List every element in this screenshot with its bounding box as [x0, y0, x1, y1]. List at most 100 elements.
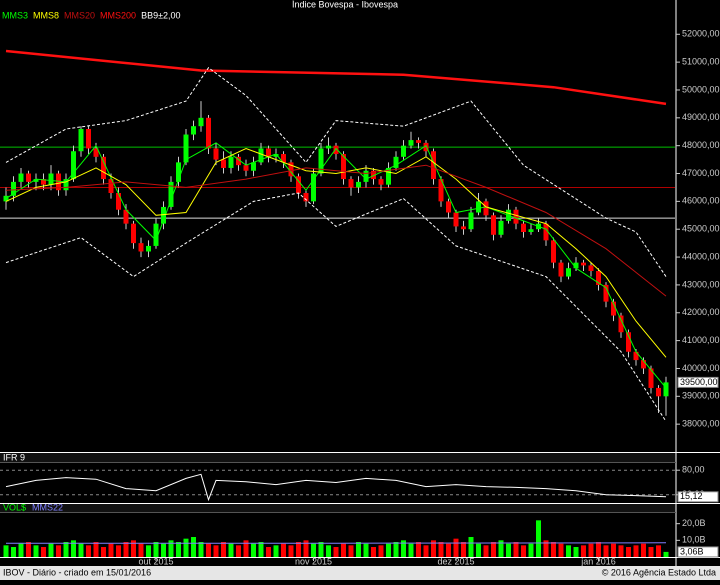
candle-body: [326, 145, 331, 149]
candle-body: [423, 142, 429, 152]
y-tick-label: 52000,00: [682, 29, 720, 39]
last-value-box: [677, 376, 719, 388]
candle-body: [161, 206, 166, 224]
candle-body: [521, 223, 526, 232]
candle-body: [93, 148, 99, 157]
volume-bar: [183, 538, 189, 557]
y-tick-label: 40000,00: [682, 363, 720, 373]
y-tick-label: 46000,00: [682, 196, 720, 206]
y-tick-label: 80,00: [682, 465, 705, 475]
x-tick-label: out 2015: [138, 556, 173, 566]
candle-body: [611, 301, 616, 316]
volume-bar: [153, 542, 159, 557]
volume-bar: [161, 543, 166, 557]
legend-entry: MMS3: [2, 10, 28, 20]
volume-bar: [296, 542, 301, 557]
volume-bar: [513, 542, 519, 557]
candle-body: [596, 270, 601, 285]
candle-body: [446, 201, 451, 213]
candle-body: [131, 223, 136, 244]
chart-title: Índice Bovespa - Ibovespa: [292, 0, 398, 9]
candle-body: [213, 148, 219, 160]
volume-bar: [341, 543, 346, 557]
candle-body: [498, 220, 504, 235]
volume-bar: [386, 543, 391, 557]
candle-body: [641, 360, 646, 369]
volume-bar: [206, 543, 211, 557]
candle-body: [513, 209, 519, 224]
bollinger-band: [5, 192, 667, 422]
volume-bar: [543, 540, 549, 557]
candle-body: [168, 181, 174, 207]
candle-body: [648, 368, 654, 388]
candle-body: [11, 181, 16, 196]
volume-bar: [116, 545, 121, 557]
candle-body: [453, 212, 459, 227]
candle-body: [573, 262, 579, 269]
y-tick-label: 49000,00: [682, 112, 720, 122]
volume-bar: [78, 543, 84, 557]
volume-bar: [656, 545, 661, 557]
volume-bar: [588, 543, 594, 557]
volume-bar: [573, 547, 579, 557]
volume-bar: [438, 542, 444, 557]
candle-body: [318, 148, 324, 174]
volume-bar: [311, 543, 316, 557]
volume-bar: [63, 542, 69, 557]
volume-bar: [18, 543, 24, 557]
candle-body: [221, 159, 226, 168]
volume-bar: [221, 542, 226, 557]
y-tick-label: 41000,00: [682, 335, 720, 345]
candle-body: [48, 173, 54, 185]
candle-body: [588, 265, 594, 271]
volume-bar: [363, 543, 369, 557]
volume-bar: [453, 538, 459, 557]
volume-bar: [356, 542, 361, 557]
volume-bar: [56, 545, 61, 557]
candle-body: [618, 315, 624, 333]
candle-body: [491, 215, 496, 235]
candle-body: [33, 179, 39, 182]
volume-bar: [138, 543, 144, 557]
panel-title: IFR 9: [3, 452, 25, 462]
candle-body: [273, 154, 279, 157]
volume-bar: [423, 545, 429, 557]
volume-bar: [551, 542, 556, 557]
volume-bar: [228, 543, 234, 557]
x-tick-label: nov 2015: [295, 556, 332, 566]
candle-body: [663, 382, 669, 397]
footer-bar: [0, 566, 720, 580]
legend-entry: MMS20: [64, 10, 95, 20]
volume-bar: [401, 540, 406, 557]
candle-body: [228, 156, 234, 168]
candle-body: [266, 148, 271, 157]
candle-body: [558, 262, 564, 277]
volume-bar: [416, 542, 421, 557]
candle-body: [551, 240, 556, 263]
x-tick-label: dez 2015: [437, 556, 474, 566]
candle-body: [101, 156, 106, 180]
volume-bar: [71, 540, 76, 557]
volume-bar: [528, 543, 534, 557]
candle-body: [461, 226, 466, 230]
moving-average: [5, 147, 667, 358]
indicator-line: [5, 473, 667, 502]
y-tick-label: 45000,00: [682, 224, 720, 234]
candle-body: [41, 179, 46, 185]
volume-bar: [461, 542, 466, 557]
candle-body: [123, 209, 129, 224]
volume-bar: [146, 545, 151, 557]
legend-entry: MMS8: [33, 10, 59, 20]
candle-body: [296, 176, 301, 194]
volume-bar: [521, 545, 526, 557]
candle-body: [431, 151, 436, 180]
volume-bar: [33, 545, 39, 557]
volume-bar: [26, 542, 31, 557]
candle-body: [78, 128, 84, 152]
volume-bar: [258, 542, 264, 557]
candle-body: [108, 179, 114, 194]
volume-bar: [378, 545, 384, 557]
moving-average: [5, 164, 667, 297]
volume-bar: [393, 542, 399, 557]
y-tick-label: 48000,00: [682, 140, 720, 150]
